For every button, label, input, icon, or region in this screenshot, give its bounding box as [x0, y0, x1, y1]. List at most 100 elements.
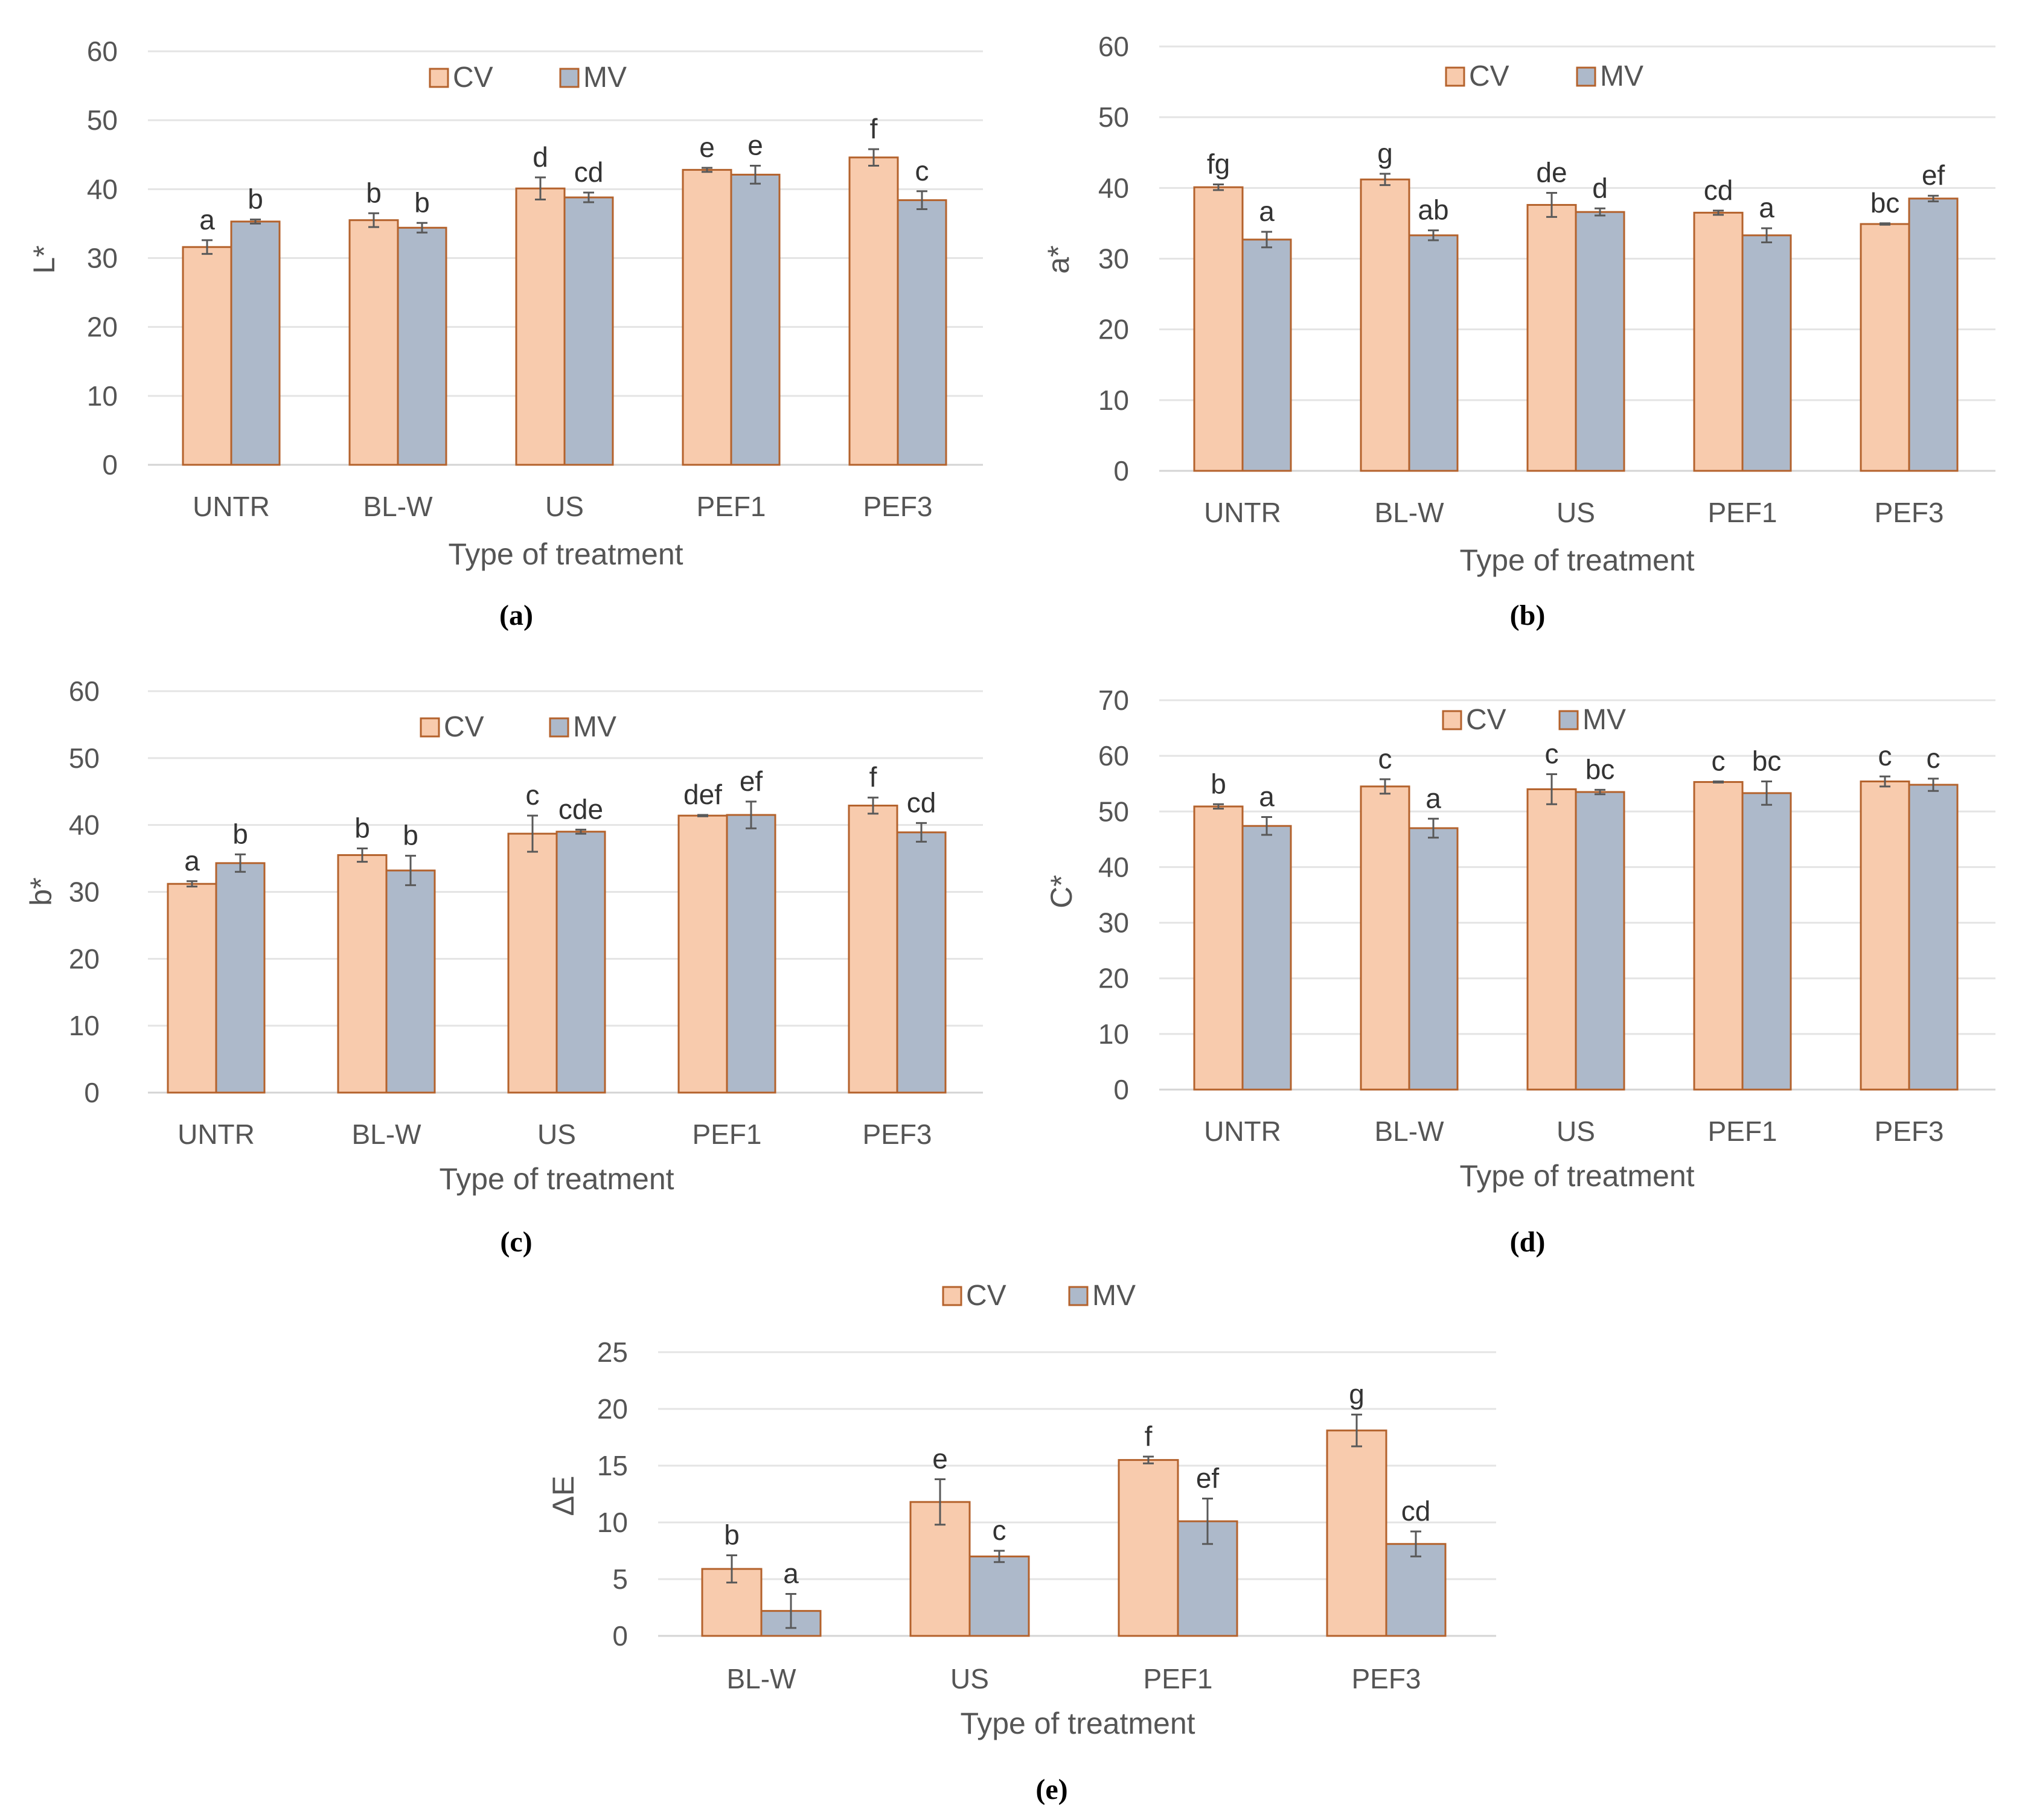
significance-letter: a: [1259, 781, 1275, 813]
x-tick-label: BL-W: [1375, 497, 1445, 528]
error-bar: [368, 212, 379, 228]
error-bar: [726, 1554, 737, 1584]
legend-swatch-cv: [420, 717, 440, 738]
y-tick-label: 50: [87, 104, 118, 136]
significance-letter: d: [1592, 172, 1608, 203]
y-tick-label: 0: [84, 1077, 100, 1108]
y-tick-label: 40: [87, 173, 118, 205]
x-tick-label: PEF3: [862, 1119, 932, 1150]
significance-letter: d: [533, 141, 548, 173]
legend-label-cv: CV: [444, 711, 484, 743]
y-tick-label: 40: [1098, 851, 1129, 883]
bar-cv-us: [1526, 203, 1577, 472]
y-tick-label: 40: [69, 809, 100, 841]
error-bar: [1380, 173, 1390, 187]
significance-letter: b: [248, 184, 263, 215]
bar-mv-us: [1575, 211, 1625, 472]
y-tick-label: 5: [612, 1563, 628, 1595]
significance-letter: g: [1349, 1378, 1365, 1410]
error-bar: [1428, 229, 1439, 241]
legend-swatch-cv: [429, 68, 449, 88]
x-tick-label: PEF1: [696, 491, 766, 522]
bar-cv-pef3: [1326, 1429, 1387, 1637]
bar-mv-bl-w: [385, 869, 436, 1094]
legend-label-mv: MV: [583, 62, 627, 94]
significance-letter: ef: [1196, 1463, 1220, 1494]
legend-label-mv: MV: [573, 711, 616, 743]
error-bar: [1880, 222, 1890, 226]
bar-cv-pef1: [1693, 781, 1744, 1091]
error-bar: [1213, 183, 1224, 191]
bar-cv-bl-w: [1360, 178, 1410, 472]
significance-letter: cd: [1401, 1495, 1431, 1527]
bar-mv-untr: [230, 220, 281, 466]
chart-panel-c: 0 10 20 30 40 50 60 b* a b UNTR b b BL-W c cde US def ef PE…: [24, 675, 983, 1258]
bar-mv-bl-w: [1408, 827, 1459, 1091]
significance-letter: b: [1211, 768, 1226, 799]
bar-mv-pef3: [1385, 1543, 1447, 1637]
x-tick-label: UNTR: [1204, 497, 1281, 528]
significance-letter: cd: [1704, 174, 1733, 206]
x-tick-label: PEF3: [1874, 1116, 1944, 1147]
error-bar: [583, 191, 594, 203]
bar-cv-pef1: [682, 168, 732, 466]
bar-mv-pef3: [1908, 197, 1959, 472]
x-tick-label: US: [950, 1663, 989, 1694]
significance-letter: f: [869, 761, 877, 793]
error-bar: [935, 1478, 946, 1526]
bar-cv-pef1: [1118, 1459, 1179, 1637]
error-bar: [1928, 194, 1939, 203]
legend-label-mv: MV: [1600, 60, 1643, 92]
significance-letter: c: [1927, 742, 1941, 774]
bar-mv-pef1: [726, 814, 776, 1094]
y-tick-label: 70: [1098, 685, 1129, 716]
significance-letter: ef: [740, 765, 763, 797]
significance-letter: fg: [1207, 148, 1230, 179]
error-bar: [697, 814, 708, 817]
error-bar: [1380, 778, 1390, 795]
error-bar: [1928, 777, 1939, 792]
y-axis-title: a*: [1041, 245, 1075, 273]
significance-letter: b: [354, 812, 370, 843]
significance-letter: c: [1545, 738, 1559, 770]
x-tick-label: BL-W: [352, 1119, 422, 1150]
y-tick-label: 10: [69, 1010, 100, 1041]
error-bar: [1595, 788, 1605, 796]
bar-mv-pef3: [896, 831, 947, 1094]
x-axis-title: Type of treatment: [439, 1162, 674, 1196]
y-tick-label: 0: [1113, 1074, 1129, 1105]
bar-cv-untr: [1193, 805, 1244, 1091]
legend-swatch-mv: [1558, 710, 1579, 730]
significance-letter: e: [699, 132, 715, 163]
legend-swatch-mv: [1068, 1286, 1089, 1306]
bar-cv-pef1: [1693, 211, 1744, 472]
y-tick-label: 20: [597, 1393, 628, 1425]
x-tick-label: US: [1557, 497, 1595, 528]
error-bar: [250, 219, 261, 225]
y-tick-label: 20: [1098, 314, 1129, 345]
y-tick-label: 10: [597, 1507, 628, 1538]
error-bar: [235, 853, 246, 873]
error-bar: [750, 165, 761, 185]
y-tick-label: 10: [87, 380, 118, 412]
significance-letter: b: [366, 177, 382, 208]
y-tick-label: 0: [1113, 455, 1129, 487]
significance-letter: c: [993, 1515, 1006, 1546]
y-axis-title: L*: [27, 245, 61, 273]
y-tick-label: 50: [1098, 101, 1129, 133]
y-tick-label: 60: [69, 675, 100, 707]
bar-mv-bl-w: [397, 226, 447, 466]
legend-swatch-mv: [549, 717, 569, 738]
x-axis-title: Type of treatment: [1459, 543, 1694, 577]
error-bar: [1410, 1530, 1421, 1557]
significance-letter: cd: [907, 787, 936, 818]
error-bar: [1713, 781, 1724, 784]
significance-letter: ef: [1922, 159, 1945, 191]
bar-mv-untr: [1241, 238, 1292, 472]
error-bar: [417, 222, 427, 234]
significance-letter: b: [414, 187, 430, 218]
x-tick-label: US: [545, 491, 584, 522]
error-bar: [994, 1550, 1005, 1563]
